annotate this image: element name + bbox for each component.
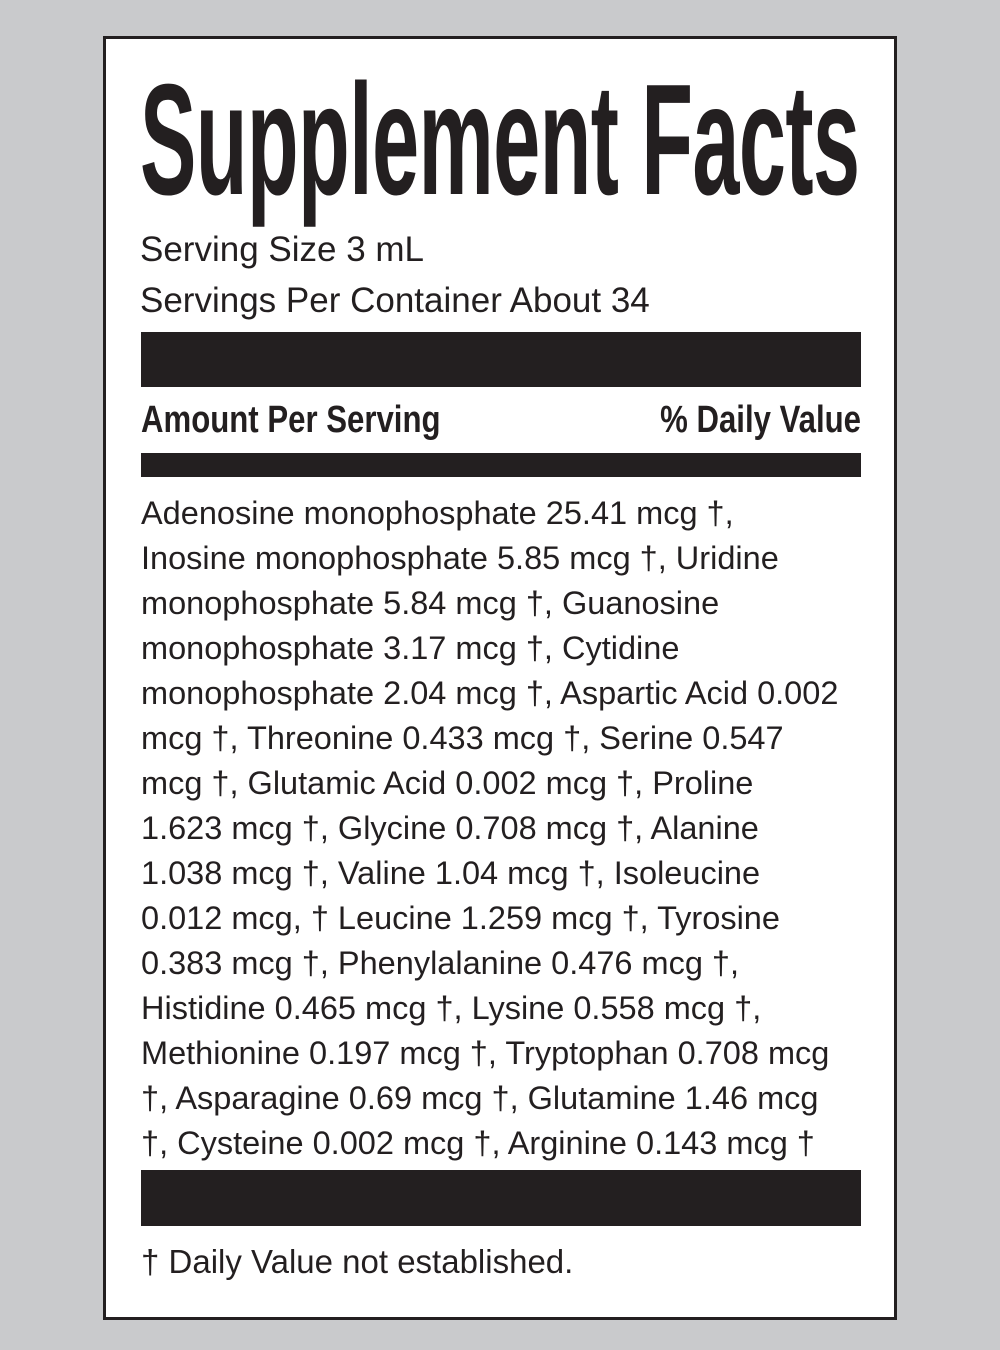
ingredient-line: 1.623 mcg †, Glycine 0.708 mcg †, Alanin… [141, 810, 759, 846]
ingredient-line: monophosphate 2.04 mcg †, Aspartic Acid … [141, 675, 839, 711]
ingredient-line: 0.012 mcg, † Leucine 1.259 mcg †, Tyrosi… [141, 900, 780, 936]
ingredient-line: †, Cysteine 0.002 mcg †, Arginine 0.143 … [141, 1125, 815, 1161]
ingredient-line: monophosphate 3.17 mcg †, Cytidine [141, 630, 680, 666]
supplement-facts-panel: Supplement Facts Serving Size 3 mL Servi… [103, 36, 897, 1320]
amount-per-serving-header: Amount Per Serving [141, 399, 441, 441]
ingredient-line: 1.038 mcg †, Valine 1.04 mcg †, Isoleuci… [141, 855, 761, 891]
ingredient-line: Adenosine monophosphate 25.41 mcg †, [141, 495, 734, 531]
ingredient-line: Methionine 0.197 mcg †, Tryptophan 0.708… [141, 1035, 830, 1071]
ingredient-line: Histidine 0.465 mcg †, Lysine 0.558 mcg … [141, 990, 762, 1026]
divider-bar-thick [141, 332, 861, 387]
ingredient-line: †, Asparagine 0.69 mcg †, Glutamine 1.46… [141, 1080, 819, 1116]
ingredient-line: 0.383 mcg †, Phenylalanine 0.476 mcg †, [141, 945, 740, 981]
servings-per-container: Servings Per Container About 34 [140, 281, 650, 320]
panel-title: Supplement Facts [140, 52, 860, 228]
daily-value-header: % Daily Value [660, 399, 861, 441]
ingredient-line: mcg †, Glutamic Acid 0.002 mcg †, Prolin… [141, 765, 754, 801]
divider-bar-medium [141, 453, 861, 477]
ingredient-line: Inosine monophosphate 5.85 mcg †, Uridin… [141, 540, 779, 576]
footnote: † Daily Value not established. [141, 1243, 574, 1280]
ingredient-line: monophosphate 5.84 mcg †, Guanosine [141, 585, 720, 621]
ingredient-line: mcg †, Threonine 0.433 mcg †, Serine 0.5… [141, 720, 784, 756]
ingredients-list: Adenosine monophosphate 25.41 mcg †, Ino… [141, 491, 838, 1166]
divider-bar-bottom [141, 1170, 861, 1226]
serving-size: Serving Size 3 mL [140, 230, 425, 269]
